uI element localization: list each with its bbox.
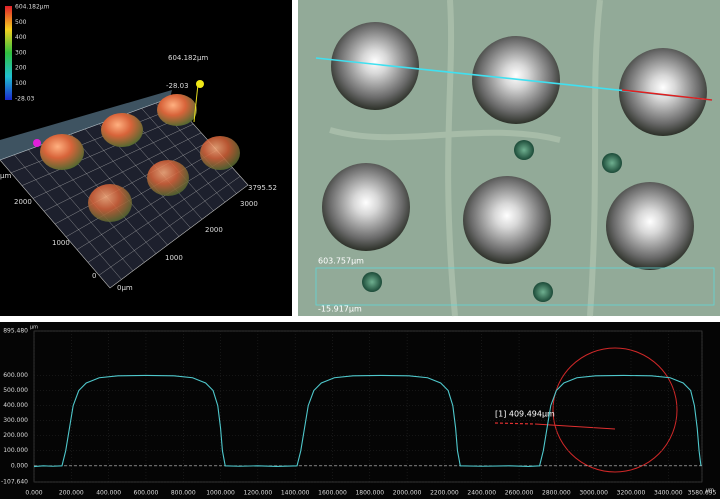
grid-line-3d — [87, 167, 233, 263]
ball — [40, 134, 84, 170]
scale-label: 500 — [15, 19, 27, 26]
scale-label: 400 — [15, 34, 27, 41]
marker-magenta — [33, 139, 41, 147]
scale-label: 300 — [15, 49, 27, 56]
x-tick-label: 2600.000 — [505, 490, 534, 497]
via — [602, 153, 622, 173]
x-tick-label: 600.000 — [134, 490, 159, 497]
radius-line — [534, 423, 616, 430]
axis-label-3d: 3795.52 — [248, 184, 277, 192]
axis-label-3d: 1000 — [165, 254, 183, 262]
x-tick-label: 3400.000 — [654, 490, 683, 497]
ball — [147, 160, 189, 196]
3d-view: 604.182µm 500 400 300 200 100 -28.03 604.182µm -… — [0, 0, 292, 316]
y-tick-label: 0.000 — [11, 462, 28, 469]
grid-line-3d — [32, 123, 194, 199]
grid-line-3d — [76, 158, 225, 250]
profile-line — [33, 374, 702, 468]
x-tick-label: 2200.000 — [430, 490, 459, 497]
marker-line — [193, 83, 199, 123]
x-tick-label: 0.000 — [25, 490, 42, 497]
scale-label: -28.03 — [15, 95, 35, 102]
axis-label-3d: -28.03 — [166, 82, 189, 90]
y-tick-label: 600.000 — [3, 372, 28, 379]
profile-wall — [0, 90, 172, 160]
y-axis-label: µm — [30, 325, 38, 331]
3d-balls — [40, 94, 240, 222]
x-tick-label: 1400.000 — [281, 490, 310, 497]
x-tick-label: 3580.695 — [688, 490, 717, 497]
scale-label: 200 — [15, 65, 27, 72]
microscope-image: 603.757µm -15.917µm — [298, 0, 720, 317]
ball — [101, 113, 143, 147]
grid-line-3d — [98, 176, 241, 276]
ball — [200, 136, 240, 170]
profile-box — [315, 267, 715, 306]
axis-label-3d: 2000 — [14, 198, 32, 206]
grid-line-3d — [54, 141, 210, 225]
y-tick-label: 400.000 — [3, 402, 28, 409]
grid-line-3d — [10, 106, 178, 173]
radius-dash — [494, 422, 536, 425]
via — [533, 282, 553, 302]
y-tick-label: 895.480 — [3, 328, 28, 335]
chart-background — [0, 322, 720, 499]
x-tick-label: 2000.000 — [393, 490, 422, 497]
axis-label-3d: µm — [0, 172, 11, 180]
axis-label-3d: 0 — [92, 272, 96, 280]
solder-ball — [619, 48, 707, 136]
x-tick-label: 3200.000 — [617, 490, 646, 497]
y-tick-label: -107.640 — [1, 479, 28, 486]
y-tick-label: 300.000 — [3, 417, 28, 424]
grid-line-3d — [65, 150, 217, 237]
x-tick-label: 800.000 — [171, 490, 196, 497]
measure-segment — [621, 89, 713, 101]
x-tick-label: 1600.000 — [318, 490, 347, 497]
image-label: -15.917µm — [318, 305, 362, 314]
ball — [157, 94, 197, 126]
axis-label-3d: 0µm — [117, 284, 133, 292]
x-tick-label: 3000.000 — [579, 490, 608, 497]
fit-circle — [552, 347, 678, 473]
profile-chart: [1] 409.494µm µm µm -107.640 0.000 100.000… — [0, 322, 720, 499]
x-tick-label: 2800.000 — [542, 490, 571, 497]
color-scale — [5, 6, 12, 100]
solder-ball — [606, 182, 694, 270]
grid-line-3d — [0, 97, 171, 161]
scale-label: 100 — [15, 80, 27, 87]
x-tick-label: 1200.000 — [244, 490, 273, 497]
image-label: 603.757µm — [318, 257, 364, 266]
y-tick-label: 200.000 — [3, 432, 28, 439]
via — [362, 272, 382, 292]
traces — [329, 0, 603, 317]
annotation: [1] 409.494µm — [495, 410, 555, 419]
y-tick-label: 500.000 — [3, 387, 28, 394]
grid-line-3d — [21, 115, 186, 186]
via — [514, 140, 534, 160]
solder-ball — [331, 22, 419, 110]
y-tick-label: 100.000 — [3, 447, 28, 454]
x-tick-label: 1000.000 — [206, 490, 235, 497]
x-axis-label: µm — [706, 488, 714, 494]
grid-line-3d — [43, 132, 202, 212]
axis-label-3d: 3000 — [240, 200, 258, 208]
x-tick-label: 200.000 — [59, 490, 84, 497]
axis-label-3d: 2000 — [205, 226, 223, 234]
marker-yellow — [196, 80, 204, 88]
solder-ball — [463, 176, 551, 264]
axis-label-3d: 604.182µm — [168, 54, 208, 62]
solder-balls — [322, 22, 707, 302]
x-tick-label: 2400.000 — [467, 490, 496, 497]
solder-ball — [322, 163, 410, 251]
scale-label: 604.182µm — [15, 4, 50, 11]
x-tick-label: 400.000 — [96, 490, 121, 497]
axis-label-3d: 1000 — [52, 239, 70, 247]
grid-line-3d — [109, 184, 249, 289]
x-tick-label: 1800.000 — [355, 490, 384, 497]
ball — [88, 184, 132, 222]
